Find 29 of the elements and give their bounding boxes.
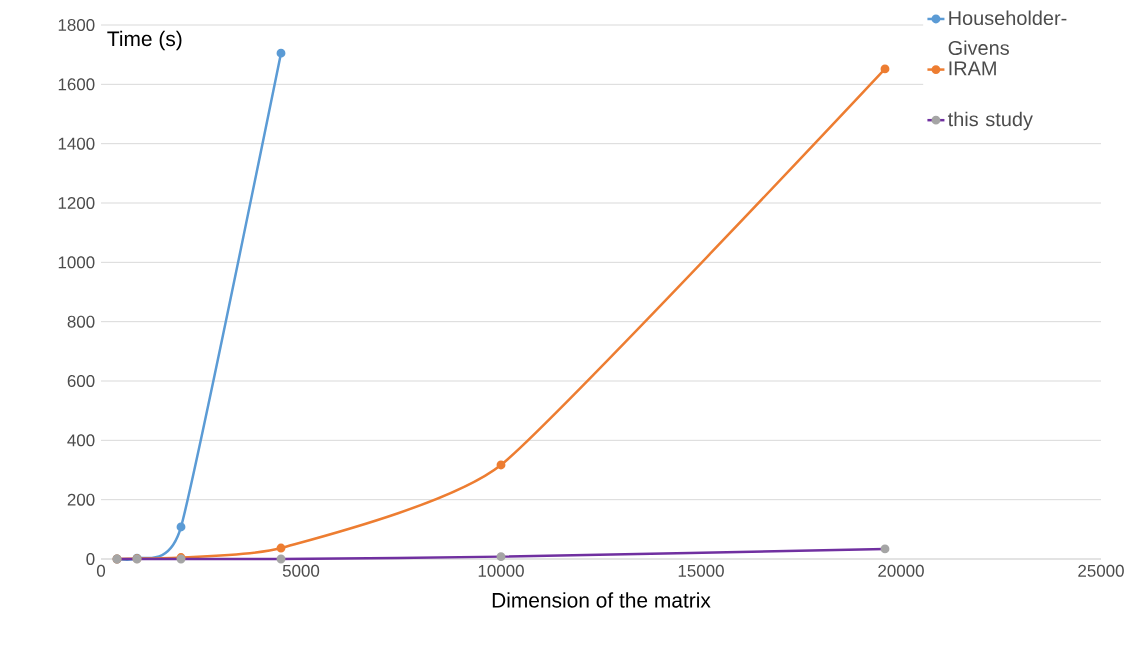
y-tick-label: 1200 (58, 197, 95, 209)
y-tick-label: 1800 (58, 19, 95, 31)
x-tick-label: 5000 (282, 564, 320, 577)
x-tick-label: 15000 (678, 564, 724, 577)
point (880, 544, 890, 554)
y-tick-label: 1000 (58, 256, 95, 269)
y-tick-label: 1400 (58, 137, 95, 150)
y-tick-label: 800 (67, 315, 95, 328)
y-tick-label: 0 (86, 553, 95, 565)
point (176, 522, 186, 532)
point (880, 64, 890, 74)
y-axis-title: Time (s) (107, 30, 182, 51)
x-tick-label: 25000 (1078, 564, 1124, 577)
x-tick-label: 20000 (878, 564, 924, 577)
x-axis-title: Dimension of the matrix (492, 592, 711, 608)
point (276, 554, 286, 564)
point (496, 460, 506, 470)
y-tick-label: 200 (67, 493, 95, 506)
y-tick-label: 400 (67, 434, 95, 447)
x-tick-label: 10000 (478, 564, 524, 577)
point (276, 48, 286, 58)
x-tick-label: 0 (96, 564, 106, 577)
y-tick-label: 600 (67, 375, 95, 387)
y-tick-label: 1600 (58, 78, 95, 91)
point (276, 543, 286, 553)
point (496, 552, 506, 562)
legend-label: this study (947, 111, 1033, 131)
legend-label: IRAM (949, 61, 996, 76)
legend-label: Householder-Givens (948, 10, 1067, 55)
